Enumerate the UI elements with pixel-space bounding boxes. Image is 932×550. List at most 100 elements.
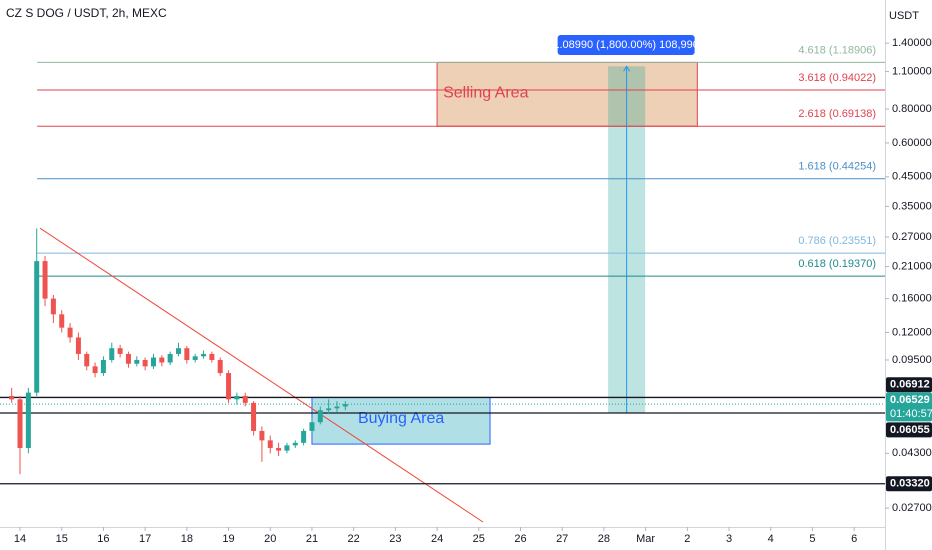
y-axis-label: USDT <box>889 10 919 22</box>
x-tick-label: 2 <box>684 533 690 545</box>
x-tick-label: 17 <box>139 533 151 545</box>
candle-body <box>192 356 198 360</box>
candle-body <box>150 357 156 367</box>
y-tick-label: 0.45000 <box>892 171 932 183</box>
y-tick-label: 0.35000 <box>892 200 932 212</box>
candle-body <box>242 395 248 403</box>
countdown-label: 01:40:57 <box>890 408 932 420</box>
fib-label: 2.618 (0.69138) <box>798 108 876 120</box>
candle-body <box>201 353 207 357</box>
y-tick-label: 0.16000 <box>892 292 932 304</box>
plot-area: Selling Area Buying Area 4.618 (1.18906) 3.… <box>0 44 885 523</box>
candle-body <box>226 373 232 400</box>
candle-body <box>334 406 340 409</box>
candle-body <box>42 261 48 299</box>
y-tick-label: 1.40000 <box>892 37 932 49</box>
candle-body <box>234 395 240 400</box>
x-tick-label: 18 <box>181 533 193 545</box>
candle-body <box>267 440 273 448</box>
x-tick-label: 4 <box>768 533 774 545</box>
candle-body <box>284 445 290 451</box>
price-label-box <box>886 377 932 393</box>
y-tick-label: 0.02700 <box>892 502 932 514</box>
zone <box>436 61 698 127</box>
x-tick-label: 26 <box>514 533 526 545</box>
measure-label: 1.08990 (1,800.00%) 108,990 <box>553 39 699 51</box>
x-tick-label: 27 <box>556 533 568 545</box>
candle-body <box>125 353 131 364</box>
candle-body <box>109 348 115 360</box>
x-tick-label: 5 <box>809 533 815 545</box>
x-tick-label: 3 <box>726 533 732 545</box>
x-tick-label: Mar <box>636 533 655 545</box>
candle-body <box>159 357 165 363</box>
price-label: 0.06912 <box>890 379 930 391</box>
candle-body <box>84 353 90 367</box>
candle-body <box>301 430 307 443</box>
x-tick-label: 28 <box>598 533 610 545</box>
candle-body <box>100 359 106 374</box>
trendline <box>39 227 484 523</box>
price-label-box <box>886 422 932 438</box>
candle-body <box>117 348 123 354</box>
fib-label: 4.618 (1.18906) <box>798 44 876 56</box>
x-tick-label: 24 <box>431 533 443 545</box>
x-tick-label: 16 <box>97 533 109 545</box>
y-tick-label: 0.09500 <box>892 354 932 366</box>
candle-body <box>134 359 140 364</box>
x-tick-label: 14 <box>14 533 26 545</box>
fib-label: 0.786 (0.23551) <box>798 235 876 247</box>
price-label: 0.03320 <box>890 478 930 490</box>
candle-body <box>251 402 257 431</box>
current-price-label: 0.06529 <box>890 394 930 406</box>
measure-label-box <box>557 35 695 55</box>
measure-arrowhead <box>623 65 631 72</box>
y-tick-label: 0.12000 <box>892 326 932 338</box>
price-label-box <box>886 476 932 492</box>
candle-body <box>17 399 23 448</box>
x-tick-label: 20 <box>264 533 276 545</box>
x-tick-label: 19 <box>222 533 234 545</box>
candle-body <box>326 408 332 411</box>
candle-body <box>276 447 282 451</box>
candle-body <box>67 327 73 338</box>
x-tick-label: 6 <box>851 533 857 545</box>
candle-body <box>142 359 148 367</box>
fib-label: 1.618 (0.44254) <box>798 161 876 173</box>
y-tick-label: 0.80000 <box>892 103 932 115</box>
y-tick-label: 0.60000 <box>892 137 932 149</box>
fib-label: 0.618 (0.19370) <box>798 258 876 270</box>
zone-label: Selling Area <box>443 85 528 102</box>
y-tick-label: 1.10000 <box>892 65 932 77</box>
y-tick-label: 0.04300 <box>892 447 932 459</box>
zone <box>311 396 491 445</box>
candle-body <box>50 298 56 315</box>
candle-body <box>34 261 40 393</box>
candle-body <box>342 404 348 407</box>
candle-body <box>75 337 81 354</box>
price-label: 0.06055 <box>890 424 930 436</box>
zone-label: Buying Area <box>358 410 444 427</box>
candle-body <box>317 410 323 423</box>
candle-body <box>175 348 182 354</box>
x-tick-label: 25 <box>473 533 485 545</box>
candle-body <box>209 353 215 360</box>
candle-body <box>92 366 98 374</box>
y-tick-label: 0.21000 <box>892 260 932 272</box>
candle-body <box>25 392 31 448</box>
x-tick-label: 21 <box>306 533 318 545</box>
x-tick-label: 23 <box>389 533 401 545</box>
candle-body <box>259 430 265 441</box>
x-tick-label: 22 <box>348 533 360 545</box>
y-tick-label: 0.27000 <box>892 231 932 243</box>
candle-body <box>217 359 223 374</box>
x-tick-label: 15 <box>56 533 68 545</box>
candle-body <box>292 442 298 446</box>
chart-title: CZ S DOG / USDT, 2h, MEXC <box>6 6 167 20</box>
current-price-box <box>886 392 932 422</box>
fib-label: 3.618 (0.94022) <box>798 72 876 84</box>
candle-body <box>309 422 315 431</box>
candle-body <box>9 395 15 400</box>
